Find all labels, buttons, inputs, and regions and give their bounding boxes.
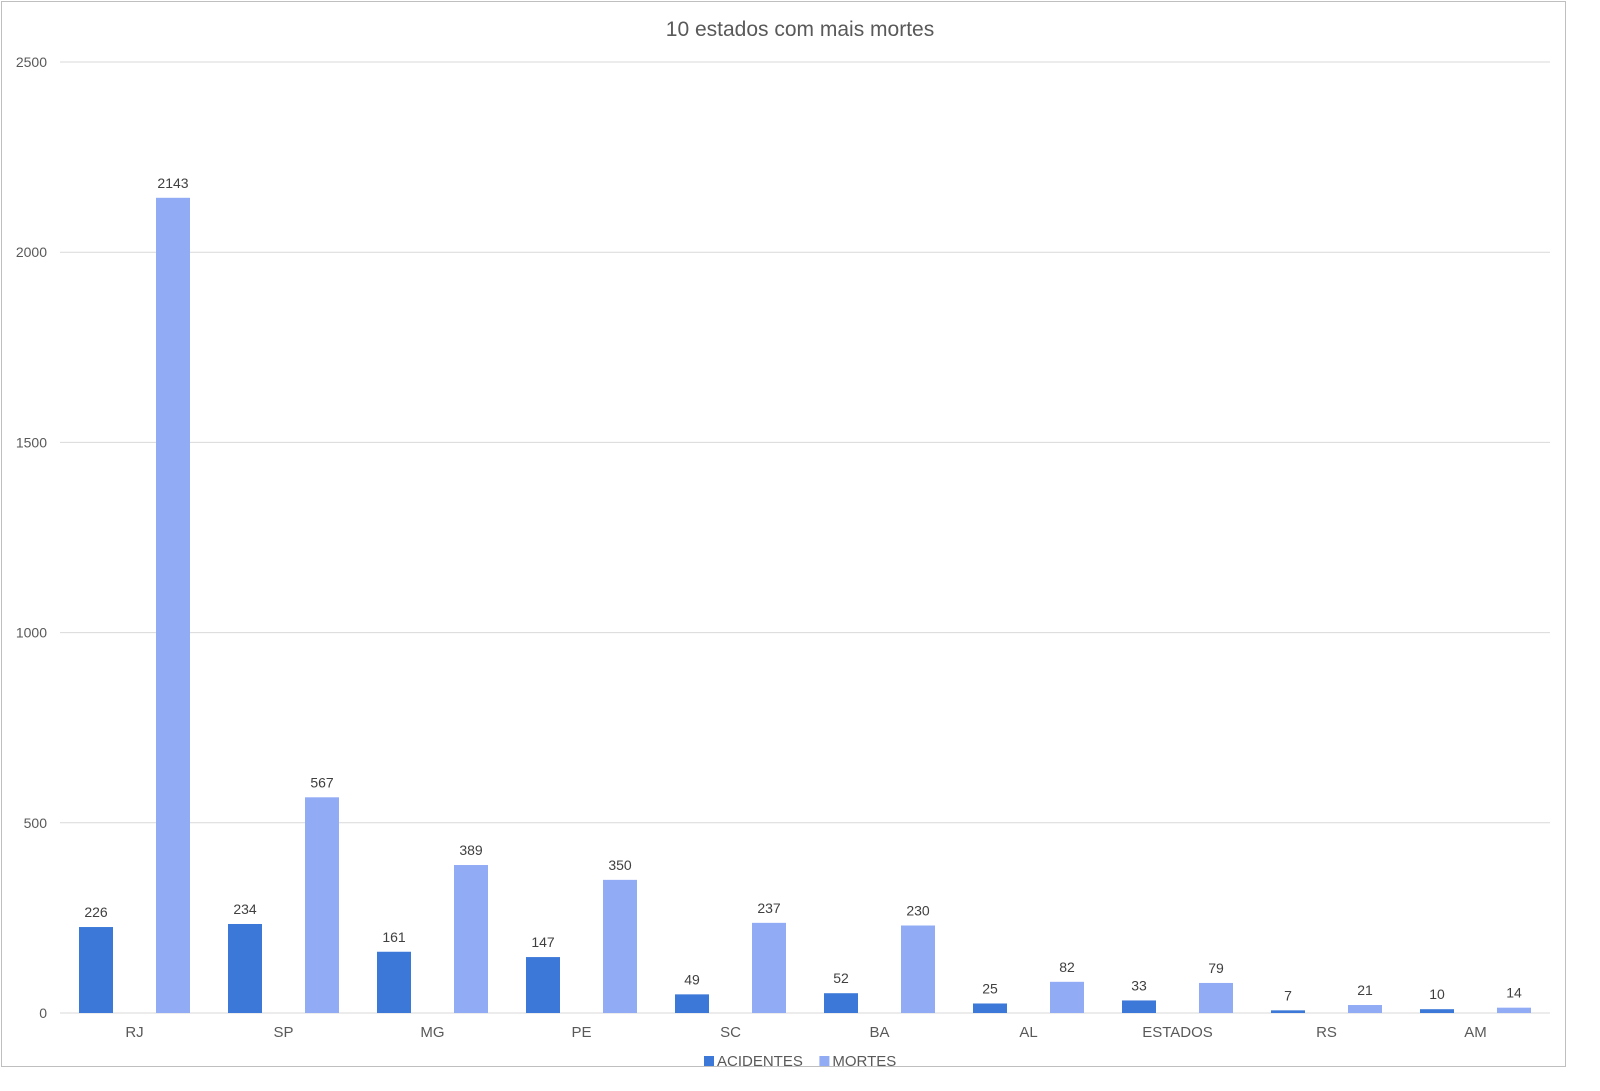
data-label: 350 — [608, 857, 632, 873]
bar-acidentes-estados — [1122, 1000, 1156, 1013]
x-category-label: BA — [869, 1024, 889, 1041]
x-axis-categories: RJ SP MG PE SC BA AL ESTADOS RS AM — [125, 1024, 1486, 1041]
bar-mortes-pe — [603, 879, 637, 1013]
data-labels: 2262143234567161389147350492375223025823… — [84, 175, 1522, 1004]
data-label: 389 — [459, 842, 483, 858]
legend-swatch-mortes — [819, 1056, 830, 1066]
bar-acidentes-am — [1420, 1009, 1454, 1013]
data-label: 49 — [684, 971, 700, 987]
bars — [79, 197, 1531, 1013]
legend-label: ACIDENTES — [717, 1053, 803, 1070]
y-tick-label: 1500 — [16, 434, 47, 450]
data-label: 161 — [382, 929, 406, 945]
data-label: 7 — [1284, 987, 1292, 1003]
bar-mortes-estados — [1199, 982, 1233, 1013]
bar-acidentes-al — [973, 1003, 1007, 1013]
x-category-label: PE — [571, 1024, 591, 1041]
chart-frame — [1, 1, 1566, 1067]
y-tick-label: 500 — [24, 815, 48, 831]
y-tick-label: 2000 — [16, 244, 47, 260]
y-tick-label: 1000 — [16, 625, 47, 641]
data-label: 33 — [1131, 977, 1147, 993]
legend-swatch-acidentes — [704, 1056, 714, 1066]
bar-acidentes-rs — [1271, 1010, 1305, 1013]
data-label: 14 — [1506, 985, 1522, 1001]
bar-acidentes-rj — [79, 927, 113, 1013]
x-category-label: ESTADOS — [1142, 1024, 1213, 1041]
data-label: 52 — [833, 970, 849, 986]
x-category-label: MG — [420, 1024, 444, 1041]
data-label: 21 — [1357, 982, 1373, 998]
data-label: 79 — [1208, 960, 1224, 976]
chart-title: 10 estados com mais mortes — [666, 18, 934, 41]
data-label: 230 — [906, 903, 930, 919]
gridlines — [60, 61, 1550, 1014]
data-label: 147 — [531, 934, 555, 950]
bar-mortes-rs — [1348, 1005, 1382, 1013]
data-label: 25 — [982, 980, 998, 996]
data-label: 567 — [310, 774, 334, 790]
y-axis-ticks: 0 500 1000 1500 2000 2500 — [16, 54, 47, 1021]
x-category-label: RJ — [125, 1024, 143, 1041]
bar-mortes-al — [1050, 981, 1084, 1013]
x-category-label: AM — [1464, 1024, 1487, 1041]
data-label: 10 — [1429, 986, 1445, 1002]
bar-acidentes-sc — [675, 994, 709, 1013]
bar-acidentes-mg — [377, 951, 411, 1013]
bar-mortes-am — [1497, 1007, 1531, 1013]
x-category-label: AL — [1019, 1024, 1037, 1041]
y-tick-label: 2500 — [16, 54, 47, 70]
data-label: 82 — [1059, 959, 1075, 975]
bar-acidentes-pe — [526, 957, 560, 1013]
legend: ACIDENTES MORTES — [704, 1053, 896, 1070]
bar-acidentes-ba — [824, 993, 858, 1013]
data-label: 2143 — [157, 175, 188, 191]
bar-acidentes-sp — [228, 923, 262, 1013]
bar-mortes-rj — [156, 197, 190, 1013]
y-tick-label: 0 — [39, 1005, 47, 1021]
bar-mortes-ba — [901, 925, 935, 1013]
x-category-label: SC — [720, 1024, 741, 1041]
bar-mortes-mg — [454, 865, 488, 1013]
bar-mortes-sp — [305, 797, 339, 1013]
bar-mortes-sc — [752, 922, 786, 1013]
data-label: 234 — [233, 901, 257, 917]
data-label: 226 — [84, 904, 108, 920]
x-category-label: RS — [1316, 1024, 1337, 1041]
x-category-label: SP — [273, 1024, 293, 1041]
data-label: 237 — [757, 900, 781, 916]
legend-label: MORTES — [832, 1053, 896, 1070]
